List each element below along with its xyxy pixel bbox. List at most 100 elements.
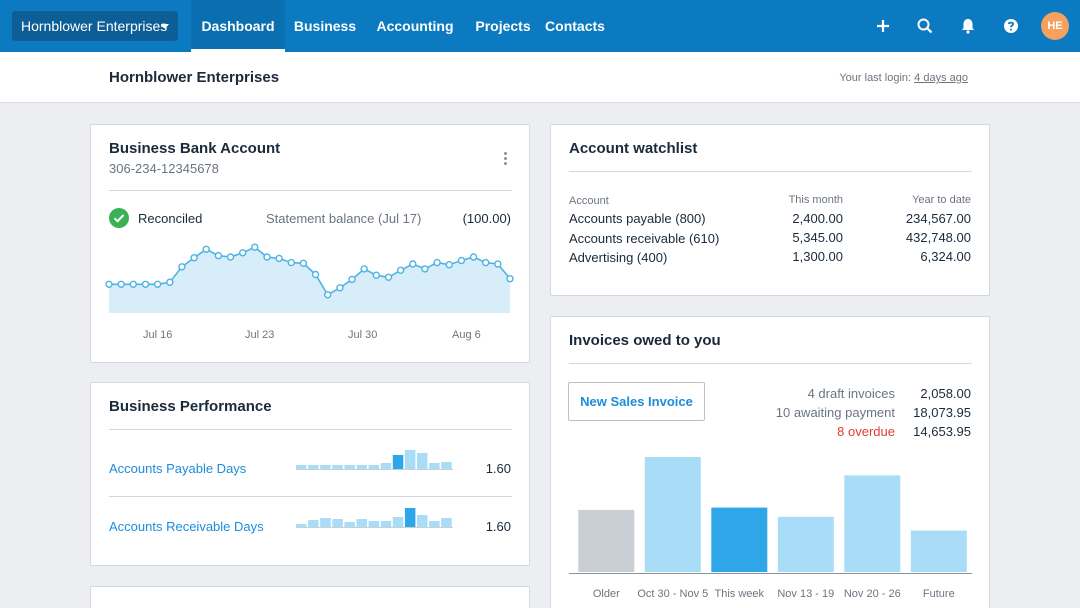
sparkline-bar [392,455,404,469]
balance-point [336,284,344,292]
invoice-bar [578,509,635,572]
statement-balance-value: (100.00) [462,211,511,226]
sparkline-bar [308,520,319,527]
awaiting-payment-amount: 18,073.95 [913,405,971,420]
invoices-owed-card: Invoices owed to you 4 draft invoices 2,… [550,316,990,608]
sparkline-bar [356,519,367,527]
top-navigation-bar: Hornblower Enterprises Dashboard Busines… [0,0,1080,52]
accounts-receivable-days-link[interactable]: Accounts Receivable Days [109,519,264,534]
last-login-link[interactable]: 4 days ago [914,72,968,84]
organisation-switcher-label: Hornblower Enterprises [21,18,168,34]
watchlist-year-to-date: 432,748.00 [905,230,971,245]
last-login-info: Your last login: 4 days ago [839,72,968,84]
x-tick-label: Aug 6 [452,329,481,341]
bank-account-title[interactable]: Business Bank Account [109,140,281,157]
watchlist-account-link[interactable]: Accounts payable (800) [569,211,706,226]
overdue-invoices-amount: 14,653.95 [913,424,971,439]
bar-category-label: This week [714,588,765,600]
bar-category-label: Older [592,588,620,600]
nav-dashboard[interactable]: Dashboard [191,0,285,52]
watchlist-year-to-date: 6,324.00 [920,249,971,264]
balance-point [421,265,429,273]
invoices-owed-title[interactable]: Invoices owed to you [569,332,721,349]
sparkline-bar [320,518,331,527]
sparkline-bar [308,465,319,469]
accounts-payable-days-link[interactable]: Accounts Payable Days [109,461,247,476]
more-options-icon[interactable] [504,152,508,167]
bell-icon[interactable] [958,16,978,36]
balance-point [214,251,223,260]
page-header: Hornblower Enterprises Your last login: … [0,52,1080,103]
nav-business[interactable]: Business [293,18,357,34]
watchlist-title[interactable]: Account watchlist [569,140,698,157]
sparkline-bar [344,465,355,469]
balance-point [384,273,393,281]
divider [569,363,972,364]
sparkline-bar [429,463,440,469]
chevron-down-icon [161,24,169,29]
column-header-account: Account [569,195,609,207]
bank-account-number: 306-234-12345678 [109,161,219,176]
watchlist-this-month: 2,400.00 [792,211,843,226]
sparkline-bar [392,517,404,527]
search-icon[interactable] [915,16,935,36]
sparkline-bar [368,465,380,469]
invoice-bar [910,530,967,572]
last-login-prefix: Your last login: [839,72,912,84]
sparkline-bar [320,465,331,469]
business-performance-title[interactable]: Business Performance [109,398,272,415]
sparkline-bar [441,462,452,469]
balance-point [190,254,198,262]
accounts-receivable-days-value: 1.60 [485,519,511,534]
user-avatar[interactable]: HE [1041,12,1069,40]
check-circle-icon [109,208,129,228]
overdue-invoices-link[interactable]: 8 overdue [837,424,895,439]
accounts-payable-sparkline [296,450,453,470]
sparkline-bar [356,465,367,469]
draft-invoices-amount: 2,058.00 [920,386,971,401]
balance-point [360,265,368,273]
balance-point [129,280,137,288]
watchlist-account-link[interactable]: Accounts receivable (610) [569,231,720,246]
x-tick-label: Jul 30 [348,329,378,341]
draft-invoices-link[interactable]: 4 draft invoices [807,386,895,401]
balance-point [166,278,174,286]
divider [109,496,512,497]
balance-point [275,254,283,263]
bar-category-label: Nov 13 - 19 [777,588,835,600]
column-header-this-month: This month [788,194,843,206]
sparkline-bar [296,465,307,469]
balance-point [141,280,150,288]
sparkline-bar [441,518,452,527]
balance-point [287,258,296,267]
nav-accounting[interactable]: Accounting [376,18,454,34]
balance-point [482,258,490,267]
sparkline-bar [380,521,392,527]
balance-point [178,263,186,271]
help-icon[interactable] [1001,16,1021,36]
balance-point [372,271,380,279]
balance-point [299,259,308,267]
sparkline-bar [332,519,343,527]
watchlist-year-to-date: 234,567.00 [905,211,971,226]
balance-point [202,245,210,254]
divider [109,429,512,430]
invoice-bar [844,475,901,572]
balance-point [348,275,356,284]
awaiting-payment-link[interactable]: 10 awaiting payment [775,405,895,420]
invoice-bar [777,516,834,572]
organisation-switcher[interactable]: Hornblower Enterprises [12,11,178,41]
balance-point [263,253,271,261]
nav-projects[interactable]: Projects [475,18,531,34]
watchlist-account-link[interactable]: Advertising (400) [569,250,668,265]
divider [109,190,512,191]
new-sales-invoice-button[interactable]: New Sales Invoice [568,382,705,421]
business-performance-card: Business Performance Accounts Payable Da… [90,382,530,566]
nav-contacts[interactable]: Contacts [545,18,605,34]
balance-point [396,266,405,274]
add-icon[interactable] [873,16,893,36]
bar-category-label: Future [922,588,955,600]
watchlist-this-month: 5,345.00 [792,230,843,245]
additional-card [90,586,530,608]
balance-point [117,280,125,288]
